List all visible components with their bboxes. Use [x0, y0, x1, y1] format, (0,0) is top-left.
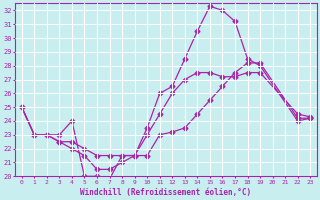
X-axis label: Windchill (Refroidissement éolien,°C): Windchill (Refroidissement éolien,°C) [80, 188, 252, 197]
